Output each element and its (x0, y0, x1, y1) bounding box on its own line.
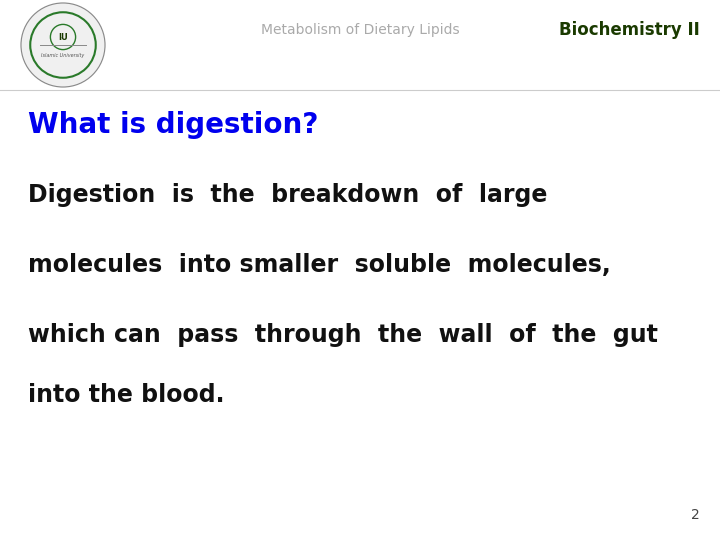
Text: What is digestion?: What is digestion? (28, 111, 318, 139)
Text: Biochemistry II: Biochemistry II (559, 21, 700, 39)
Text: Digestion  is  the  breakdown  of  large: Digestion is the breakdown of large (28, 183, 547, 207)
Text: into the blood.: into the blood. (28, 383, 225, 407)
Text: Metabolism of Dietary Lipids: Metabolism of Dietary Lipids (261, 23, 459, 37)
Text: which can  pass  through  the  wall  of  the  gut: which can pass through the wall of the g… (28, 323, 658, 347)
Circle shape (21, 3, 105, 87)
Text: IU: IU (58, 32, 68, 42)
Text: Islamic University: Islamic University (41, 52, 85, 57)
Text: 2: 2 (691, 508, 700, 522)
Text: molecules  into smaller  soluble  molecules,: molecules into smaller soluble molecules… (28, 253, 611, 277)
